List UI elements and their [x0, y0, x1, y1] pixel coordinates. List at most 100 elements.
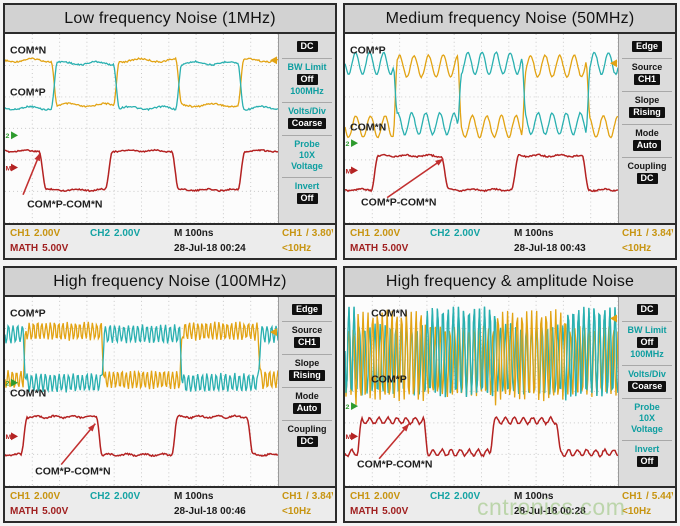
- menu-group: BW Limit Off 100MHz: [282, 59, 332, 103]
- math-label: MATH: [10, 506, 39, 517]
- rising-edge-icon: /: [306, 228, 309, 239]
- rising-edge-icon: /: [646, 228, 649, 239]
- menu-item[interactable]: Mode: [295, 391, 319, 401]
- svg-text:2: 2: [346, 141, 350, 148]
- scope-screen: 2 M COM*N COM*P COM*P-COM*N: [345, 297, 618, 486]
- trace-ch2: [5, 323, 278, 394]
- trigger-info: CH1/3.84V: [622, 228, 673, 239]
- ch1-label: CH1: [10, 228, 31, 239]
- ch1-label: CH1: [350, 491, 371, 502]
- wave-label: COM*N: [10, 388, 46, 399]
- trigger-channel: CH1: [282, 228, 303, 239]
- menu-item[interactable]: Off: [296, 193, 318, 204]
- menu-item[interactable]: Voltage: [631, 424, 663, 434]
- wave-label: COM*P-COM*N: [357, 460, 432, 471]
- menu-item[interactable]: Volts/Div: [288, 106, 326, 116]
- menu-item[interactable]: Coupling: [627, 161, 667, 171]
- menu-item[interactable]: CH1: [633, 74, 660, 85]
- menu-item[interactable]: Probe: [294, 139, 320, 149]
- menu-item[interactable]: Off: [296, 74, 318, 85]
- channel-marker: 2: [346, 402, 359, 411]
- waveform-display: 2 M COM*P COM*N COM*P-COM*N: [345, 34, 618, 223]
- menu-item[interactable]: DC: [296, 436, 318, 447]
- ch2-label: CH2: [430, 228, 451, 239]
- ch1-label: CH1: [10, 491, 31, 502]
- timebase: M 100ns: [174, 491, 214, 502]
- menu-item[interactable]: Slope: [294, 358, 320, 368]
- menu-item[interactable]: Source: [631, 62, 663, 72]
- trigger-level: 5.44V: [651, 491, 673, 502]
- menu-item[interactable]: 10X: [638, 413, 655, 423]
- svg-text:M: M: [6, 165, 12, 172]
- math-value: 5.00V: [382, 506, 409, 517]
- waveform-display: 2 M COM*N COM*P COM*P-COM*N: [345, 297, 618, 486]
- menu-item[interactable]: Off: [636, 337, 658, 348]
- trace-ch1: [345, 53, 618, 139]
- ch2-label: CH2: [90, 491, 111, 502]
- trace-ch2: [5, 59, 278, 112]
- wave-label: COM*N: [371, 309, 407, 320]
- side-menu: DC BW Limit Off 100MHz Volts/Div Coarse Probe 1…: [618, 297, 675, 486]
- menu-item[interactable]: Coarse: [287, 118, 327, 129]
- rising-edge-icon: /: [646, 491, 649, 502]
- trace-math: [345, 153, 618, 193]
- waveform-display: 2 M COM*N COM*P COM*P-COM*N: [5, 34, 278, 223]
- menu-item[interactable]: DC: [636, 304, 658, 315]
- menu-item[interactable]: BW Limit: [627, 325, 667, 335]
- trigger-info: CH1/3.84V: [282, 491, 333, 502]
- trace-ch2-overlay: [565, 306, 618, 401]
- menu-item[interactable]: Coarse: [627, 381, 667, 392]
- menu-item[interactable]: Off: [636, 456, 658, 467]
- trace-math: [5, 148, 278, 193]
- menu-item[interactable]: Rising: [289, 370, 325, 381]
- menu-group: Probe 10X Voltage: [282, 136, 332, 178]
- menu-item[interactable]: Coupling: [287, 424, 327, 434]
- menu-item[interactable]: 10X: [298, 150, 315, 160]
- menu-item[interactable]: Invert: [294, 181, 320, 191]
- channel-marker: 2: [6, 378, 19, 388]
- side-menu: Edge Source CH1 Slope Rising Mode Auto Coupling…: [618, 34, 675, 223]
- menu-item[interactable]: Edge: [631, 41, 662, 52]
- menu-item[interactable]: DC: [636, 173, 658, 184]
- trigger-level: 3.80V: [311, 228, 333, 239]
- menu-item[interactable]: CH1: [293, 337, 320, 348]
- wave-label: COM*P-COM*N: [361, 198, 436, 209]
- menu-item[interactable]: Rising: [629, 107, 665, 118]
- menu-group: Mode Auto: [622, 125, 672, 158]
- trigger-frequency: <10Hz: [282, 243, 312, 254]
- menu-item[interactable]: Edge: [291, 304, 322, 315]
- menu-item[interactable]: Probe: [634, 402, 660, 412]
- trigger-channel: CH1: [282, 491, 303, 502]
- menu-item[interactable]: Slope: [634, 95, 660, 105]
- side-menu: DC BW Limit Off 100MHz Volts/Div Coarse Probe 1…: [278, 34, 335, 223]
- channel-marker: M: [346, 166, 359, 175]
- wave-label: COM*P: [350, 46, 386, 57]
- menu-item[interactable]: 100MHz: [290, 86, 324, 96]
- scope-panel-3: High frequency Noise (100MHz) 2 M COM*P COM…: [3, 266, 337, 523]
- menu-item[interactable]: Invert: [634, 444, 660, 454]
- math-label: MATH: [350, 243, 379, 254]
- menu-item[interactable]: Auto: [292, 403, 322, 414]
- menu-item[interactable]: Mode: [635, 128, 659, 138]
- trigger-info: CH1/5.44V: [622, 491, 673, 502]
- menu-group: Slope Rising: [622, 92, 672, 125]
- menu-item[interactable]: Volts/Div: [628, 369, 666, 379]
- menu-item[interactable]: BW Limit: [287, 62, 327, 72]
- menu-item[interactable]: Source: [291, 325, 323, 335]
- wave-label: COM*P: [371, 375, 407, 386]
- menu-item[interactable]: 100MHz: [630, 349, 664, 359]
- menu-item[interactable]: Voltage: [291, 161, 323, 171]
- menu-group: Coupling DC: [282, 421, 332, 453]
- menu-item[interactable]: Auto: [632, 140, 662, 151]
- trace-ch2: [345, 51, 618, 137]
- menu-item[interactable]: DC: [296, 41, 318, 52]
- scope-screen: 2 M COM*P COM*N COM*P-COM*N: [5, 297, 278, 486]
- trigger-info: CH1/3.80V: [282, 228, 333, 239]
- panel-title: High frequency & amplitude Noise: [345, 268, 675, 297]
- scope-screen: 2 M COM*N COM*P COM*P-COM*N: [5, 34, 278, 223]
- svg-text:M: M: [346, 434, 352, 441]
- math-value: 5.00V: [382, 243, 409, 254]
- trigger-frequency: <10Hz: [622, 243, 652, 254]
